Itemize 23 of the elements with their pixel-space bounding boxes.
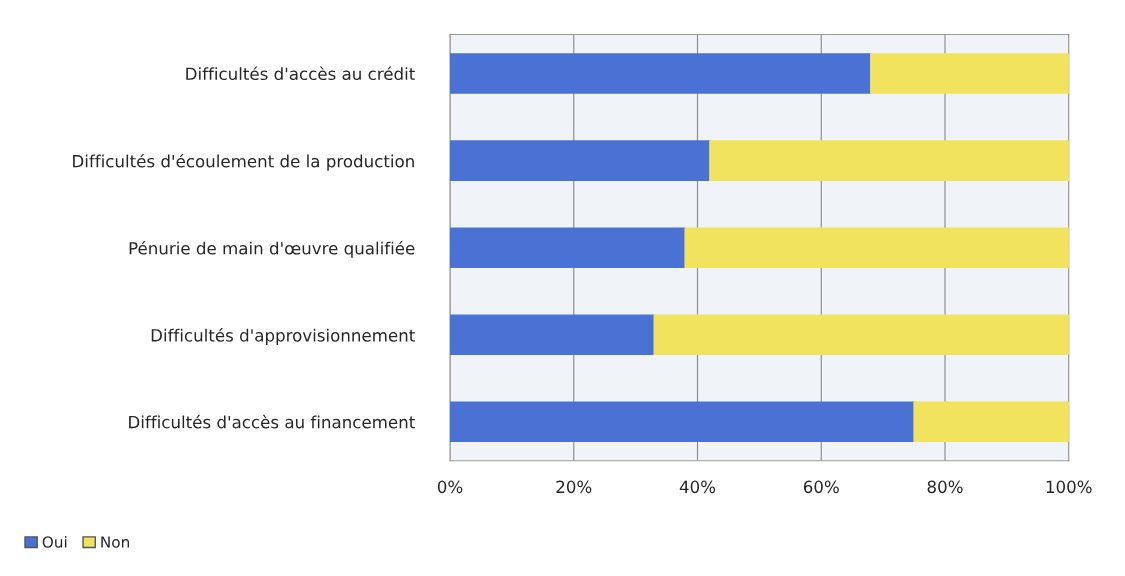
- x-tick-label: 20%: [556, 480, 592, 494]
- y-tick-label: Difficultés d'accès au financement: [129, 414, 415, 429]
- x-tick-label: 60%: [803, 480, 839, 494]
- x-tick-label: 80%: [927, 480, 963, 494]
- x-tick-label: 100%: [1046, 480, 1092, 494]
- legend-label: Non: [101, 536, 129, 548]
- bar: [450, 401, 915, 443]
- y-tick-label: Difficultés d'écoulement de la production: [73, 153, 414, 171]
- bar: [913, 401, 1069, 443]
- y-tick-label: Pénurie de main d'œuvre qualifiée: [129, 241, 415, 258]
- bar: [450, 314, 655, 356]
- x-tick-label: 0%: [437, 480, 463, 494]
- y-tick-label: Difficultés d'accès au crédit: [186, 66, 415, 81]
- legend-label: Oui: [42, 535, 67, 548]
- bar: [684, 227, 1069, 268]
- bar: [450, 53, 872, 94]
- bar: [450, 227, 686, 268]
- x-tick-label: 40%: [679, 480, 716, 494]
- y-tick-label: Difficultés d'approvisionnement: [151, 328, 415, 345]
- bar: [653, 314, 1069, 356]
- bar: [450, 140, 711, 181]
- bar: [870, 53, 1069, 94]
- bar: [709, 140, 1069, 181]
